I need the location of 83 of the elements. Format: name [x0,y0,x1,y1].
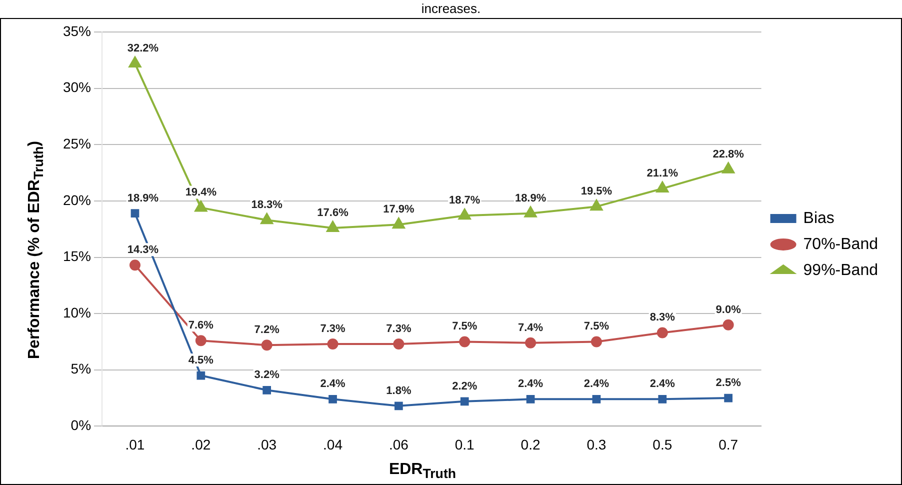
x-tick-label: 0.7 [718,436,738,452]
point [722,319,734,330]
point [129,260,140,271]
point [328,394,337,404]
point [526,394,535,404]
point [590,336,602,348]
point [658,394,667,404]
point [261,340,272,351]
point [394,402,403,410]
y-tick-label: 0% [70,417,92,434]
y-tick-label: 10% [62,304,92,320]
point [524,206,537,218]
x-tick-label: 0.5 [652,436,672,452]
data-label: 18.9% [127,192,159,204]
point [460,397,469,406]
y-tick-label: 25% [62,135,92,152]
x-tick-label: 0.2 [520,436,540,452]
data-label: 1.8% [386,384,412,397]
point [195,335,206,346]
data-label: 2.4% [320,378,346,390]
data-label: 7.4% [518,322,544,334]
data-label: 7.5% [584,320,610,333]
point [196,371,206,380]
data-label: 4.5% [188,354,214,367]
data-label: 18.9% [514,192,546,204]
data-label: 7.6% [188,320,214,332]
data-label: 21.1% [646,168,678,180]
x-tick-label: 0.3 [586,436,606,452]
data-label: 14.3% [127,244,159,256]
x-tick-label: .06 [388,436,409,452]
data-label: 7.5% [452,320,478,333]
data-label: 7.3% [320,322,346,335]
data-label: 18.7% [449,194,480,207]
x-tick-label: 0.1 [454,436,475,452]
data-label: 2.2% [452,380,478,392]
point [326,220,339,232]
data-label: 2.5% [716,377,742,390]
point [525,337,536,348]
data-label: 2.4% [650,378,676,390]
point [590,200,603,211]
x-tick-label: .03 [257,436,277,452]
x-tick-label: .02 [191,436,211,452]
text: increases. [420,1,482,16]
data-label: 2.4% [584,378,610,390]
point [262,386,272,394]
point [194,200,208,212]
y-tick-label: 35% [62,22,92,39]
data-label: 3.2% [254,369,280,382]
point [130,209,140,218]
y-tick-label: 15% [62,248,92,264]
x-tick-label: .04 [323,436,343,452]
point [392,218,405,229]
point [458,208,471,220]
point [393,338,404,350]
point [128,56,142,68]
point [327,338,338,350]
y-tick-label: 5% [70,360,92,377]
data-label: 22.8% [712,148,744,160]
point [260,213,274,224]
point [459,336,470,348]
data-label: 19.4% [185,186,217,199]
point [592,394,601,404]
legend-label: Bias [803,210,834,227]
data-label: 17.9% [383,204,414,216]
data-label: 7.2% [254,324,280,336]
data-label: 32.2% [127,42,159,55]
data-label: 8.3% [650,312,676,324]
x-axis-title: EDR$_{Truth}$ [388,460,458,481]
data-label: 7.3% [386,322,412,335]
legend-label: 99%-Band [803,262,878,279]
y-tick-label: 30% [62,79,92,96]
legend-label: 70%-Band [803,236,878,253]
data-label: 9.0% [716,304,742,316]
point [722,162,735,174]
data-label: 2.4% [518,378,544,390]
point [724,394,732,402]
data-label: 19.5% [580,186,612,198]
data-label: 18.3% [251,199,283,212]
point [656,327,668,338]
x-tick-label: .01 [125,436,145,452]
point [656,182,669,193]
data-label: 17.6% [317,206,349,219]
y-tick-label: 20% [62,192,92,208]
